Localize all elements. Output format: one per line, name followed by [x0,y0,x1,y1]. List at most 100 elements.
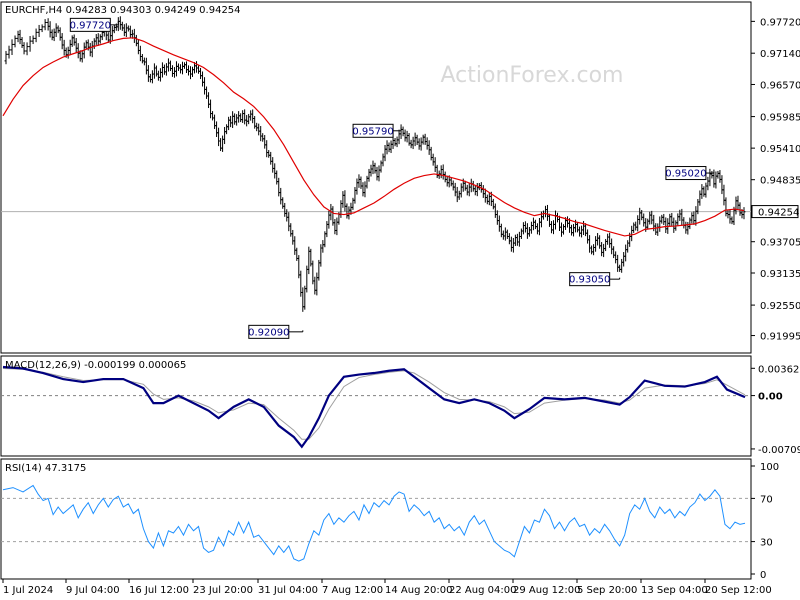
ohlc-bar [76,43,80,59]
annotation-label: 0.95790 [352,126,393,137]
ohlc-bar [134,34,138,47]
ohlc-bar [379,160,383,173]
ohlc-bar [505,229,509,239]
ohlc-bar [395,136,399,148]
ohlc-bar [94,34,98,45]
ohlc-bar [31,35,35,45]
ohlc-bar [586,229,590,244]
ohlc-bar [353,187,357,204]
ohlc-bar [572,223,576,237]
ohlc-bar [74,37,78,53]
time-tick-label: 31 Jul 04:00 [258,585,318,596]
ohlc-bar [291,229,295,245]
ohlc-bar [439,165,443,179]
ohlc-bar [736,195,740,211]
ohlc-bar [255,122,259,132]
ohlc-bar [325,221,329,238]
ohlc-bar [704,182,708,198]
price-tick-label: 0.97720 [760,17,800,28]
ohlc-bar [243,109,247,125]
rsi-line [2,484,746,562]
ohlc-bar [718,170,722,183]
ohlc-bar [341,191,345,208]
ohlc-bar [656,223,660,236]
ohlc-bar [187,65,190,76]
ohlc-bar [381,153,385,167]
macd-panel-frame [0,355,752,457]
ohlc-bar [684,221,688,234]
ohlc-bar [501,230,505,240]
ohlc-bar [128,25,132,38]
ohlc-bar [399,124,403,139]
ohlc-bar [25,42,29,56]
last-price-box [751,205,799,219]
ohlc-bar [227,116,231,131]
ohlc-bar [112,24,116,34]
ohlc-bar [136,39,140,55]
ohlc-bar [249,110,253,121]
price-tick-label: 0.97140 [760,49,800,60]
ohlc-bar [485,194,489,205]
ohlc-bar [148,73,152,83]
ohlc-bar [720,175,724,195]
ohlc-bar [283,202,287,217]
ohlc-bar [738,202,742,216]
time-tick-label: 7 Aug 12:00 [322,585,383,596]
ohlc-bar [383,145,387,162]
ohlc-bar [16,30,20,43]
ohlc-bar [517,231,521,247]
rsi-tick-label: 30 [760,538,773,549]
ohlc-bar [596,233,600,246]
ohlc-bar [307,246,311,275]
ohlc-bar [253,116,257,129]
ohlc-bar [551,220,555,235]
ohlc-bar [217,127,221,147]
ohlc-bar [620,258,624,273]
ohlc-bar [371,160,375,175]
ohlc-bar [327,210,331,229]
ohlc-bar [409,139,413,149]
ohlc-bar [682,217,686,229]
ohlc-bar [668,213,672,227]
ohlc-bar [50,29,54,41]
ohlc-bar [122,24,126,37]
ohlc-bar [515,233,519,246]
macd-panel-title: MACD(12,26,9) -0.000199 0.000065 [5,360,186,371]
ohlc-bar [730,216,734,225]
ohlc-bar [413,132,417,147]
ohlc-bar [239,113,243,123]
annotation-label: 0.97720 [70,20,111,31]
ohlc-bar [658,216,662,232]
time-tick-label: 13 Sep 04:00 [641,585,708,596]
ohlc-bar [335,217,339,236]
ohlc-bar [245,115,249,127]
ohlc-bar [219,138,223,152]
ohlc-bar [150,70,154,84]
price-tick-label: 0.94835 [760,176,800,187]
ohlc-bar [588,235,592,253]
ohlc-bar [487,192,491,206]
price-tick-label: 0.91995 [760,332,800,343]
ohlc-bar [654,223,658,236]
ohlc-bar [714,171,718,189]
ohlc-bar [441,164,445,180]
ohlc-bar [88,42,92,57]
ohlc-bar [4,50,8,65]
ohlc-bar [431,153,435,166]
ohlc-bar [7,45,11,59]
ohlc-bar [209,99,213,119]
ohlc-bar [68,39,72,56]
ohlc-bar [265,140,269,158]
ohlc-bar [606,233,610,245]
ohlc-bar [401,126,405,137]
ohlc-bar [223,127,227,145]
ohlc-bar [481,185,485,198]
ohlc-bar [154,65,158,77]
ohlc-bar [90,40,94,58]
price-tick-label: 0.94254 [758,208,799,219]
ohlc-bar [742,207,746,220]
ohlc-bar [120,21,124,31]
ohlc-bar [164,63,168,76]
ohlc-bar [207,92,211,109]
